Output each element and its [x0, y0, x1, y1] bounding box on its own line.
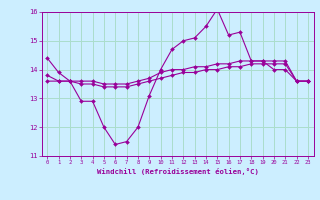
X-axis label: Windchill (Refroidissement éolien,°C): Windchill (Refroidissement éolien,°C) — [97, 168, 259, 175]
